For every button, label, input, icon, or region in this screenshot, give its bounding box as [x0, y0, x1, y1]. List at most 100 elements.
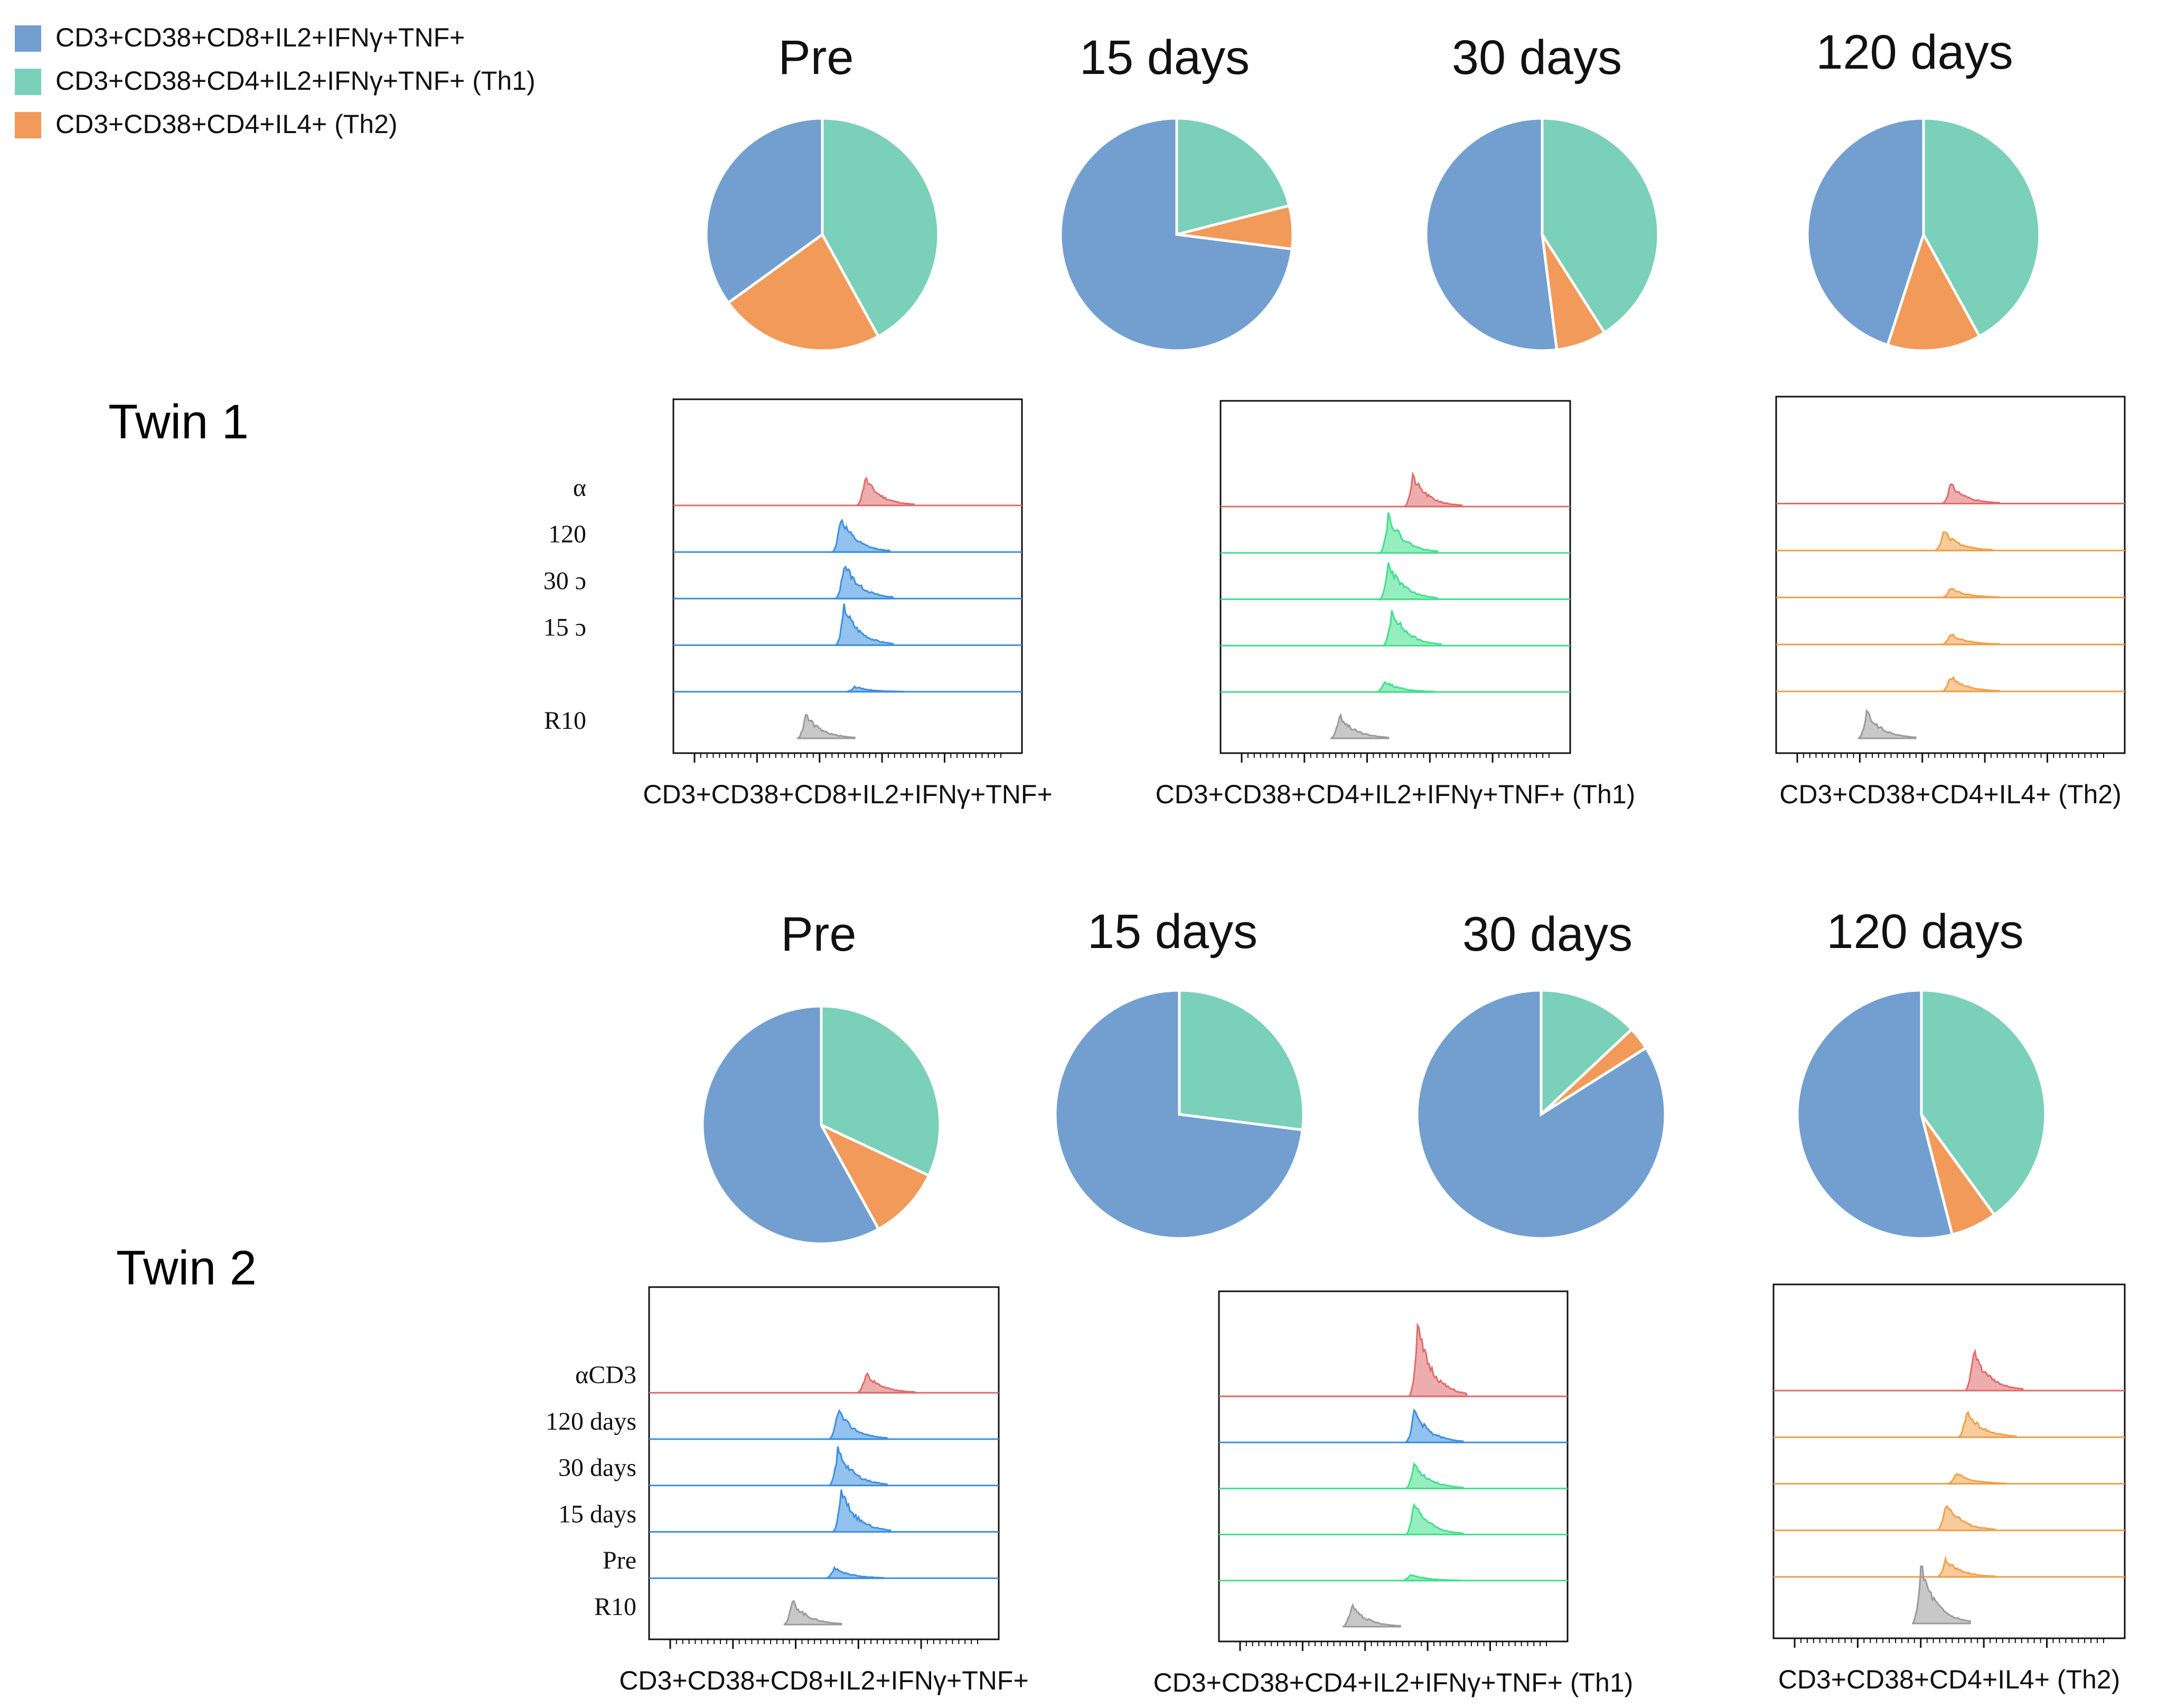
- pie-slice: [1415, 989, 1667, 1240]
- histogram-xlabel: CD3+CD38+CD4+IL4+ (Th2): [1778, 1665, 2121, 1694]
- histogram-xlabel: CD3+CD38+CD4+IL4+ (Th2): [1779, 780, 2122, 809]
- histogram-peak: [829, 1409, 888, 1440]
- histogram-row-label: 15 days: [558, 1500, 636, 1528]
- histogram-peak: [1378, 562, 1438, 602]
- histogram-panel: αCD3 120 days 30 days 15 days Pre R10 CD3+CD38…: [546, 1286, 1029, 1695]
- histogram-peak: [1377, 512, 1438, 556]
- histogram-row-twin-2: αCD3 120 days 30 days 15 days Pre R10 CD3+CD38…: [546, 1283, 2126, 1697]
- histogram-peak: [831, 1489, 892, 1533]
- histogram-peak: [1857, 708, 1917, 739]
- pie-slice: [821, 117, 940, 339]
- pie-chart: 120 days: [1806, 25, 2041, 352]
- pie-title: 30 days: [1452, 31, 1622, 85]
- legend-label: CD3+CD38+CD4+IL2+IFNγ+TNF+ (Th1): [55, 66, 536, 96]
- histogram-peak: [833, 603, 894, 646]
- histogram-peak: [833, 565, 894, 599]
- histogram-row-label: 15 ɔ: [543, 614, 586, 642]
- histogram-peak: [1330, 713, 1390, 739]
- histogram-row-label: 120: [548, 520, 586, 548]
- pie-row-twin-1: Pre 15 days 30 days 120 days: [705, 25, 2041, 352]
- pie-slice: [1424, 117, 1559, 352]
- pie-slice: [818, 1122, 931, 1231]
- histogram-row-twin-1: α 120 30 ɔ 15 ɔ R10 CD3+CD38+CD8+IL2+IFNγ+TNF…: [543, 396, 2126, 809]
- legend-label: CD3+CD38+CD8+IL2+IFNγ+TNF+: [55, 23, 465, 52]
- histogram-xlabel: CD3+CD38+CD8+IL2+IFNγ+TNF+: [643, 780, 1052, 809]
- pie-row-twin-2: Pre 15 days 30 days 120 days: [701, 905, 2047, 1245]
- histogram-panel: CD3+CD38+CD4+IL2+IFNγ+TNF+ (Th1): [1153, 1290, 1634, 1697]
- histogram-peak: [1941, 483, 2000, 504]
- histogram-row-label: 120 days: [546, 1407, 636, 1435]
- histogram-peak: [1911, 1565, 1971, 1625]
- pie-slice: [1796, 989, 1954, 1240]
- histogram-peak: [1936, 1505, 1996, 1532]
- histogram-peak: [1941, 633, 2000, 645]
- histogram-peak: [1947, 1473, 2006, 1485]
- pie-title: Pre: [781, 907, 856, 961]
- pie-slice: [726, 232, 880, 352]
- pie-slice: [1059, 117, 1294, 352]
- histogram-peak: [1407, 1322, 1468, 1397]
- histogram-peak: [1957, 1411, 2017, 1438]
- pie-slice: [1540, 989, 1634, 1118]
- pie-slice: [1178, 989, 1305, 1132]
- legend-swatch: [15, 25, 41, 52]
- histogram-peak: [1404, 1503, 1464, 1536]
- histogram-peak: [1342, 1602, 1401, 1628]
- legend-swatch: [15, 69, 41, 95]
- histogram-peak: [1404, 1409, 1464, 1443]
- histogram-panel: CD3+CD38+CD4+IL4+ (Th2): [1775, 396, 2126, 809]
- histogram-peak: [846, 685, 905, 693]
- histogram-peak: [856, 476, 915, 506]
- histogram-peak: [1941, 676, 2000, 692]
- histogram-peak: [783, 1599, 842, 1626]
- histogram-peak: [1404, 1462, 1464, 1489]
- pie-title: 15 days: [1087, 905, 1258, 959]
- pie-slice: [1806, 117, 1925, 347]
- histogram-peak: [1934, 531, 1993, 551]
- pie-slice: [701, 1005, 880, 1245]
- histogram-peak: [1936, 1555, 1996, 1578]
- histogram-frame: [648, 1286, 1000, 1640]
- histogram-peak: [857, 1372, 916, 1394]
- histogram-peak: [824, 1565, 885, 1579]
- histogram-frame: [1218, 1290, 1569, 1643]
- histogram-xlabel: CD3+CD38+CD4+IL2+IFNγ+TNF+ (Th1): [1153, 1668, 1634, 1697]
- histogram-frame: [1775, 396, 2126, 754]
- histogram-row-label: R10: [544, 707, 586, 735]
- pie-slice: [820, 1005, 942, 1178]
- histogram-peak: [1382, 610, 1442, 646]
- pie-slice: [1054, 989, 1304, 1240]
- histogram-peak: [829, 518, 890, 553]
- pie-chart: 15 days: [1059, 31, 1294, 352]
- histogram-xlabel: CD3+CD38+CD4+IL2+IFNγ+TNF+ (Th1): [1156, 780, 1636, 809]
- histogram-row-label: αCD3: [575, 1361, 636, 1389]
- pie-chart: 15 days: [1054, 905, 1305, 1240]
- histogram-row-label: 30 days: [558, 1454, 636, 1482]
- pie-title: 30 days: [1462, 907, 1632, 961]
- histogram-row-label: α: [573, 474, 586, 502]
- histogram-peak: [796, 714, 856, 739]
- legend-label: CD3+CD38+CD4+IL4+ (Th2): [55, 109, 398, 139]
- histogram-row-label: R10: [594, 1593, 636, 1621]
- pie-chart: 30 days: [1424, 31, 1660, 352]
- histogram-panel: α 120 30 ɔ 15 ɔ R10 CD3+CD38+CD8+IL2+IFNγ+TNF…: [543, 398, 1053, 809]
- histogram-row-label: Pre: [603, 1546, 636, 1574]
- pie-title: 15 days: [1080, 31, 1250, 85]
- pie-title: Pre: [778, 31, 853, 85]
- twin-2-label: Twin 2: [116, 1241, 257, 1295]
- histogram-panel: CD3+CD38+CD4+IL4+ (Th2): [1772, 1283, 2126, 1694]
- histogram-peak: [1941, 588, 2000, 598]
- histogram-peak: [1962, 1348, 2024, 1392]
- histogram-peak: [1375, 680, 1435, 693]
- pie-chart: Pre: [701, 907, 942, 1245]
- histogram-peak: [1401, 1574, 1460, 1582]
- pie-chart: 30 days: [1415, 907, 1667, 1240]
- legend: CD3+CD38+CD8+IL2+IFNγ+TNF+ CD3+CD38+CD4+I…: [15, 23, 536, 139]
- pie-slice: [1920, 989, 2047, 1217]
- histogram-panel: CD3+CD38+CD4+IL2+IFNγ+TNF+ (Th1): [1156, 400, 1636, 809]
- histogram-peak: [1403, 471, 1463, 508]
- histogram-frame: [1772, 1283, 2126, 1639]
- pie-chart: 120 days: [1796, 905, 2047, 1240]
- histogram-peak: [828, 1446, 888, 1487]
- pie-title: 120 days: [1826, 905, 2023, 959]
